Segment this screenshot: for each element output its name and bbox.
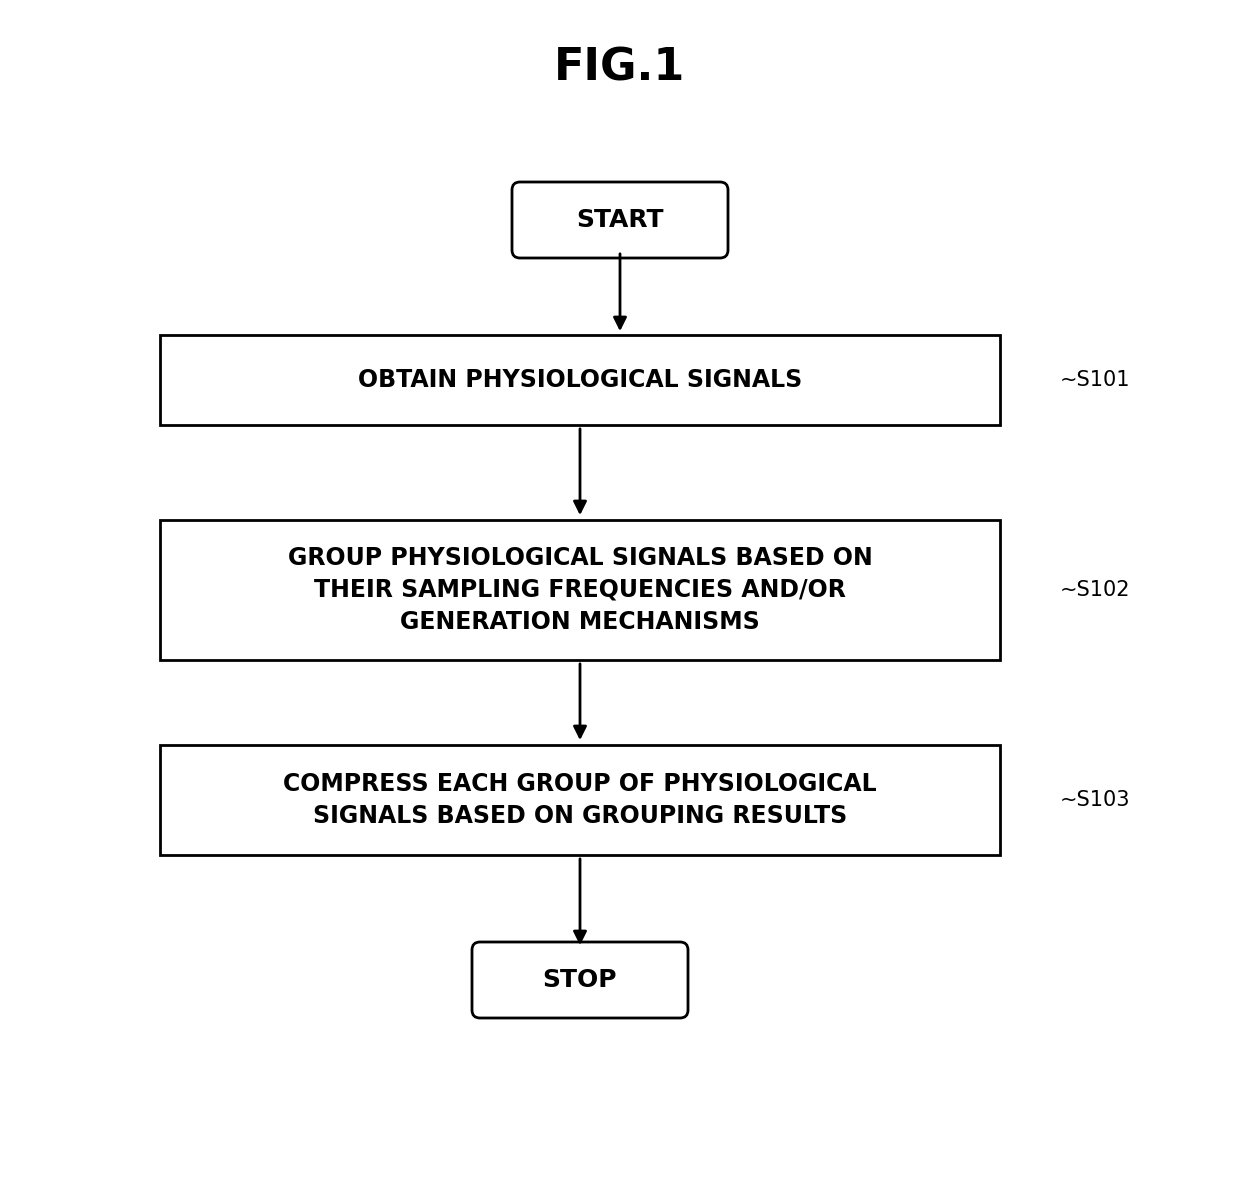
Text: STOP: STOP bbox=[543, 968, 618, 992]
Text: ~S103: ~S103 bbox=[1060, 789, 1131, 809]
FancyBboxPatch shape bbox=[472, 942, 688, 1018]
Text: OBTAIN PHYSIOLOGICAL SIGNALS: OBTAIN PHYSIOLOGICAL SIGNALS bbox=[358, 368, 802, 392]
Bar bbox=[160, 520, 999, 660]
FancyBboxPatch shape bbox=[512, 182, 728, 258]
Text: FIG.1: FIG.1 bbox=[554, 46, 686, 90]
Text: START: START bbox=[577, 208, 663, 232]
Text: COMPRESS EACH GROUP OF PHYSIOLOGICAL
SIGNALS BASED ON GROUPING RESULTS: COMPRESS EACH GROUP OF PHYSIOLOGICAL SIG… bbox=[283, 772, 877, 828]
Bar bbox=[160, 745, 999, 856]
Text: GROUP PHYSIOLOGICAL SIGNALS BASED ON
THEIR SAMPLING FREQUENCIES AND/OR
GENERATIO: GROUP PHYSIOLOGICAL SIGNALS BASED ON THE… bbox=[288, 546, 873, 634]
Bar bbox=[160, 335, 999, 425]
Text: ~S101: ~S101 bbox=[1060, 371, 1131, 391]
Text: ~S102: ~S102 bbox=[1060, 581, 1131, 599]
